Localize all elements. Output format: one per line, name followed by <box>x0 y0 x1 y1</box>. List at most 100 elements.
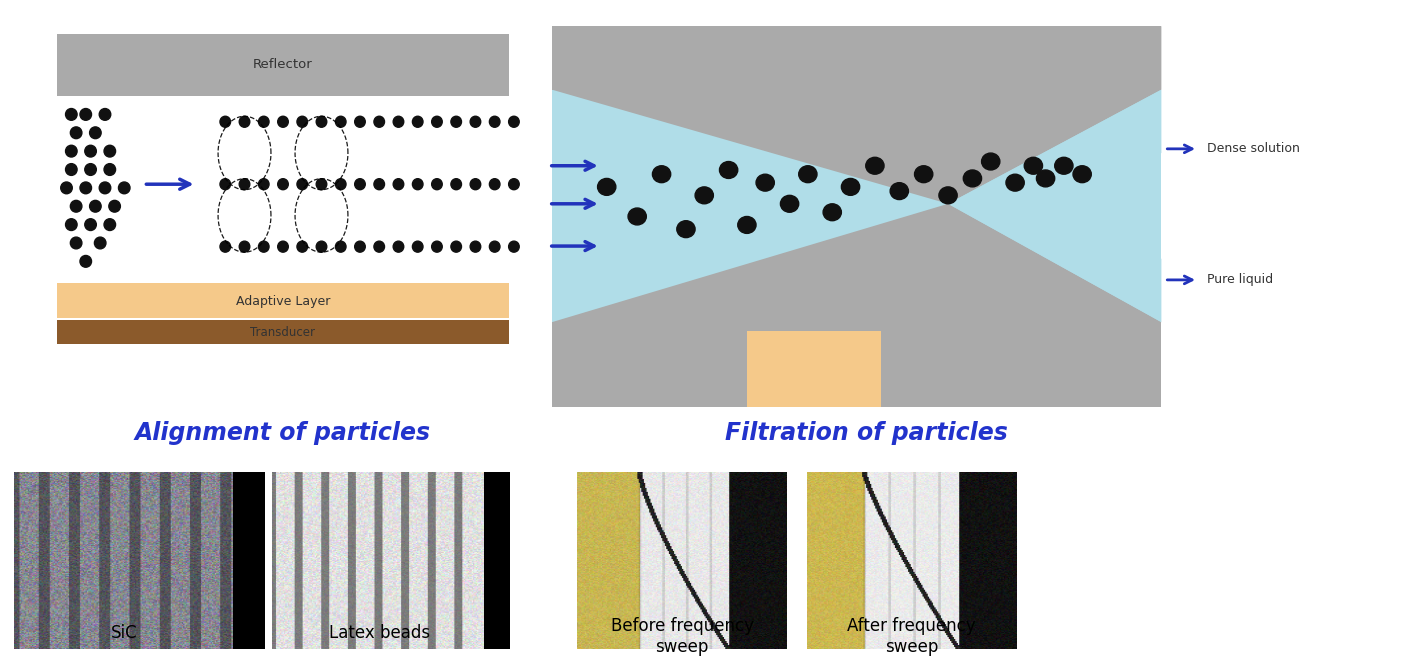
Text: Latex beads: Latex beads <box>328 624 430 642</box>
Text: Alignment of particles: Alignment of particles <box>134 421 432 445</box>
Ellipse shape <box>1036 170 1054 187</box>
Bar <box>552 26 1162 407</box>
Bar <box>747 411 882 453</box>
Ellipse shape <box>508 178 519 190</box>
Ellipse shape <box>65 108 76 120</box>
Ellipse shape <box>412 178 423 190</box>
Polygon shape <box>552 26 1162 204</box>
Text: Before frequency
sweep: Before frequency sweep <box>610 617 754 656</box>
Ellipse shape <box>316 241 327 252</box>
Text: Pure liquid: Pure liquid <box>1207 274 1274 287</box>
Ellipse shape <box>355 178 365 190</box>
Ellipse shape <box>412 241 423 252</box>
Ellipse shape <box>99 108 110 120</box>
Ellipse shape <box>61 182 72 194</box>
Ellipse shape <box>95 237 106 249</box>
Ellipse shape <box>259 178 269 190</box>
Ellipse shape <box>65 145 76 157</box>
Ellipse shape <box>1024 157 1043 174</box>
Ellipse shape <box>719 161 737 178</box>
Ellipse shape <box>355 241 365 252</box>
Ellipse shape <box>335 241 347 252</box>
Ellipse shape <box>914 166 932 182</box>
Ellipse shape <box>316 116 327 127</box>
Ellipse shape <box>781 195 798 213</box>
Bar <box>57 283 509 318</box>
Ellipse shape <box>105 218 116 230</box>
Ellipse shape <box>259 116 269 127</box>
Ellipse shape <box>866 157 884 174</box>
Ellipse shape <box>277 178 289 190</box>
Ellipse shape <box>277 241 289 252</box>
Ellipse shape <box>982 153 1000 170</box>
Ellipse shape <box>652 166 671 182</box>
Text: Reflector: Reflector <box>253 58 313 72</box>
Ellipse shape <box>259 241 269 252</box>
Ellipse shape <box>964 170 982 187</box>
Ellipse shape <box>316 178 327 190</box>
Ellipse shape <box>81 182 92 194</box>
Ellipse shape <box>374 241 385 252</box>
Ellipse shape <box>277 116 289 127</box>
Ellipse shape <box>432 178 443 190</box>
Ellipse shape <box>335 178 347 190</box>
Ellipse shape <box>470 178 481 190</box>
Ellipse shape <box>89 127 100 138</box>
Ellipse shape <box>99 182 110 194</box>
Bar <box>57 320 509 344</box>
Ellipse shape <box>297 116 307 127</box>
Ellipse shape <box>393 116 403 127</box>
Ellipse shape <box>628 208 647 225</box>
Ellipse shape <box>119 182 130 194</box>
Polygon shape <box>948 204 1162 322</box>
Ellipse shape <box>470 241 481 252</box>
Ellipse shape <box>71 200 82 212</box>
Ellipse shape <box>676 220 695 237</box>
Text: Dense solution: Dense solution <box>1207 142 1300 155</box>
Ellipse shape <box>756 174 774 191</box>
Text: SiC: SiC <box>112 624 137 642</box>
Ellipse shape <box>508 116 519 127</box>
Ellipse shape <box>432 116 443 127</box>
Ellipse shape <box>374 178 385 190</box>
Ellipse shape <box>297 241 307 252</box>
Polygon shape <box>552 90 1162 322</box>
Bar <box>747 331 882 407</box>
Ellipse shape <box>105 145 116 157</box>
Ellipse shape <box>219 178 231 190</box>
Ellipse shape <box>1054 157 1073 174</box>
Ellipse shape <box>89 200 100 212</box>
Ellipse shape <box>297 178 307 190</box>
Ellipse shape <box>219 116 231 127</box>
Text: Filtration of particles: Filtration of particles <box>724 421 1007 445</box>
Ellipse shape <box>940 187 957 204</box>
Ellipse shape <box>451 241 461 252</box>
Bar <box>57 33 509 96</box>
Text: After frequency
sweep: After frequency sweep <box>848 617 975 656</box>
Ellipse shape <box>412 116 423 127</box>
Ellipse shape <box>219 241 231 252</box>
Polygon shape <box>552 204 1162 322</box>
Ellipse shape <box>335 116 347 127</box>
Text: Adaptive Layer: Adaptive Layer <box>236 295 330 308</box>
Ellipse shape <box>824 204 842 220</box>
Ellipse shape <box>1073 166 1091 182</box>
Ellipse shape <box>239 241 250 252</box>
Ellipse shape <box>85 145 96 157</box>
Ellipse shape <box>85 163 96 175</box>
Ellipse shape <box>85 218 96 230</box>
Polygon shape <box>948 90 1162 204</box>
Ellipse shape <box>490 116 499 127</box>
Ellipse shape <box>71 237 82 249</box>
Ellipse shape <box>355 116 365 127</box>
Ellipse shape <box>65 163 76 175</box>
Ellipse shape <box>1006 174 1024 191</box>
Ellipse shape <box>81 108 92 120</box>
Text: Transducer: Transducer <box>250 326 316 338</box>
Ellipse shape <box>393 178 403 190</box>
Ellipse shape <box>737 216 756 234</box>
Ellipse shape <box>65 218 76 230</box>
Ellipse shape <box>490 178 499 190</box>
Ellipse shape <box>239 116 250 127</box>
Ellipse shape <box>393 241 403 252</box>
